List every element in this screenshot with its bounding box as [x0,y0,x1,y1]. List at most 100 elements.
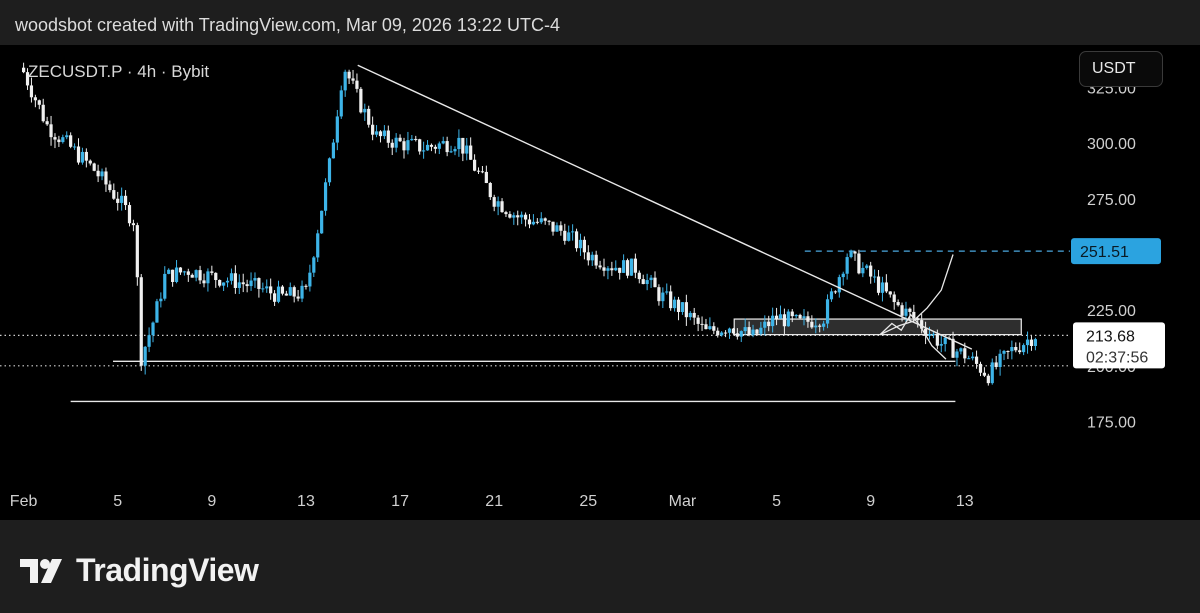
y-tick-label: 300.00 [1087,136,1136,153]
candle-body [29,85,34,98]
candle-body [453,149,457,152]
candle-body [610,268,614,271]
currency-button[interactable]: USDT [1079,51,1163,87]
candle-body [629,258,634,276]
candle-body [414,138,418,140]
candle-body [80,151,85,163]
candle-body [672,299,677,309]
candle-body [771,315,775,327]
tradingview-logo[interactable]: TradingView [20,552,259,589]
candle-body [986,375,990,384]
candle-body [739,331,743,337]
candle-body [716,330,720,336]
candle-body [618,267,622,273]
candle-body [104,171,108,185]
x-tick-label: Mar [669,493,697,510]
symbol-label[interactable]: ZECUSDT.P · 4h · Bybit [28,62,210,81]
candle-body [731,328,736,334]
candle-body [92,163,96,171]
candle-body [359,88,363,113]
y-tick-label: 175.00 [1087,414,1136,431]
candle-body [316,233,320,258]
trendlines [357,64,973,360]
candle-body [151,322,155,336]
candle-body [1018,350,1022,353]
candle-body [778,314,783,319]
candle-body [22,67,26,73]
candle-body [304,285,308,287]
current-price-text: 213.68 [1086,328,1135,345]
candle-body [272,293,277,302]
current-price-box [1073,322,1165,369]
candle-body [865,265,869,268]
candle-body [606,268,610,271]
candle-body [1006,350,1010,352]
candle-body [759,327,763,334]
candle-body [841,273,845,278]
candle-body [225,280,230,283]
candle-body [622,260,626,273]
candle-body [633,258,637,273]
candle-body [1029,339,1034,346]
candle-body [586,252,590,261]
candle-body [767,321,771,327]
candle-body [531,221,536,225]
candle-body [174,267,179,282]
chart-panel[interactable]: 325.00300.00275.00250.00225.00200.00175.… [0,45,1200,520]
candle-body [218,280,222,286]
candle-body [802,316,806,319]
candle-body [492,197,496,207]
candle-body [402,141,406,151]
candle-body [822,323,826,327]
candle-body [84,151,88,161]
candle-body [692,312,696,318]
candle-body [394,137,398,148]
candle-body [727,328,732,333]
candle-body [574,231,579,249]
candle-body [614,267,618,271]
candle-body [276,286,281,302]
candle-body [265,286,269,289]
candle-body [582,239,586,253]
candle-body [720,332,724,336]
candle-body [829,291,834,300]
candle-body [398,137,402,142]
candle-body [202,280,206,284]
x-tick-label: 9 [207,493,216,510]
candle-body [625,260,630,276]
candle-body [869,265,873,277]
candle-body [920,320,924,329]
candle-body [786,311,790,327]
candle-body [665,291,669,293]
candle-body [210,271,214,273]
candle-body [147,335,151,347]
candle-body [480,171,485,173]
candle-body [178,267,183,273]
projection-up-path [879,254,954,336]
candle-body [1025,339,1030,346]
candle-body [806,316,810,322]
candle-body [331,142,336,159]
candle-body [563,230,567,241]
candle-body [1033,339,1037,346]
descending-trendline [357,64,973,350]
candle-body [386,130,390,143]
candle-body [155,301,159,323]
price-labels: 251.51 213.68 02:37:56 [1071,238,1165,369]
candle-body [504,212,508,215]
candle-body [833,291,837,293]
candle-body [355,80,359,89]
candle-body [794,314,798,317]
candle-body [292,287,296,297]
candle-body [433,146,437,149]
price-chart[interactable]: 325.00300.00275.00250.00225.00200.00175.… [0,45,1200,520]
candle-body [418,139,422,152]
candle-body [539,218,543,223]
x-tick-label: 5 [772,493,781,510]
candle-body [845,257,849,274]
candle-body [37,100,41,105]
projection-down-path [879,313,947,360]
candle-body [339,90,343,117]
candle-body [747,327,751,335]
candle-body [182,271,186,273]
